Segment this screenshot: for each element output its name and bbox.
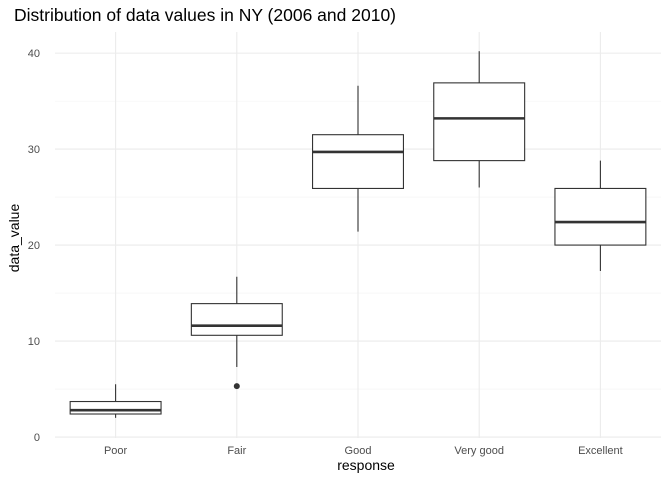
x-tick-labels: Poor Fair Good Very good Excellent [104,445,623,457]
y-tick-label: 0 [34,432,40,444]
y-tick-label: 30 [28,144,40,156]
box-iqr [69,400,162,415]
box-very-good [433,51,526,188]
chart-title: Distribution of data values in NY (2006 … [14,5,396,25]
x-tick-label: Poor [104,445,128,457]
y-tick-labels: 0 10 20 30 40 [28,48,40,444]
box-poor [69,384,162,418]
box-iqr [190,303,283,336]
box-iqr [554,187,647,246]
y-tick-label: 10 [28,336,40,348]
y-axis-title: data_value [6,204,22,273]
box-fair [190,276,283,390]
box-layer [69,51,647,418]
x-axis-title: response [337,457,395,473]
x-tick-label: Good [345,445,372,457]
box-excellent [554,160,647,271]
outlier-point [233,383,240,390]
x-tick-label: Fair [227,445,246,457]
x-tick-label: Very good [454,445,504,457]
box-iqr [311,134,404,189]
x-tick-label: Excellent [578,445,623,457]
y-tick-label: 40 [28,48,40,60]
box-good [311,85,404,232]
y-tick-label: 20 [28,240,40,252]
box-iqr [433,82,526,162]
